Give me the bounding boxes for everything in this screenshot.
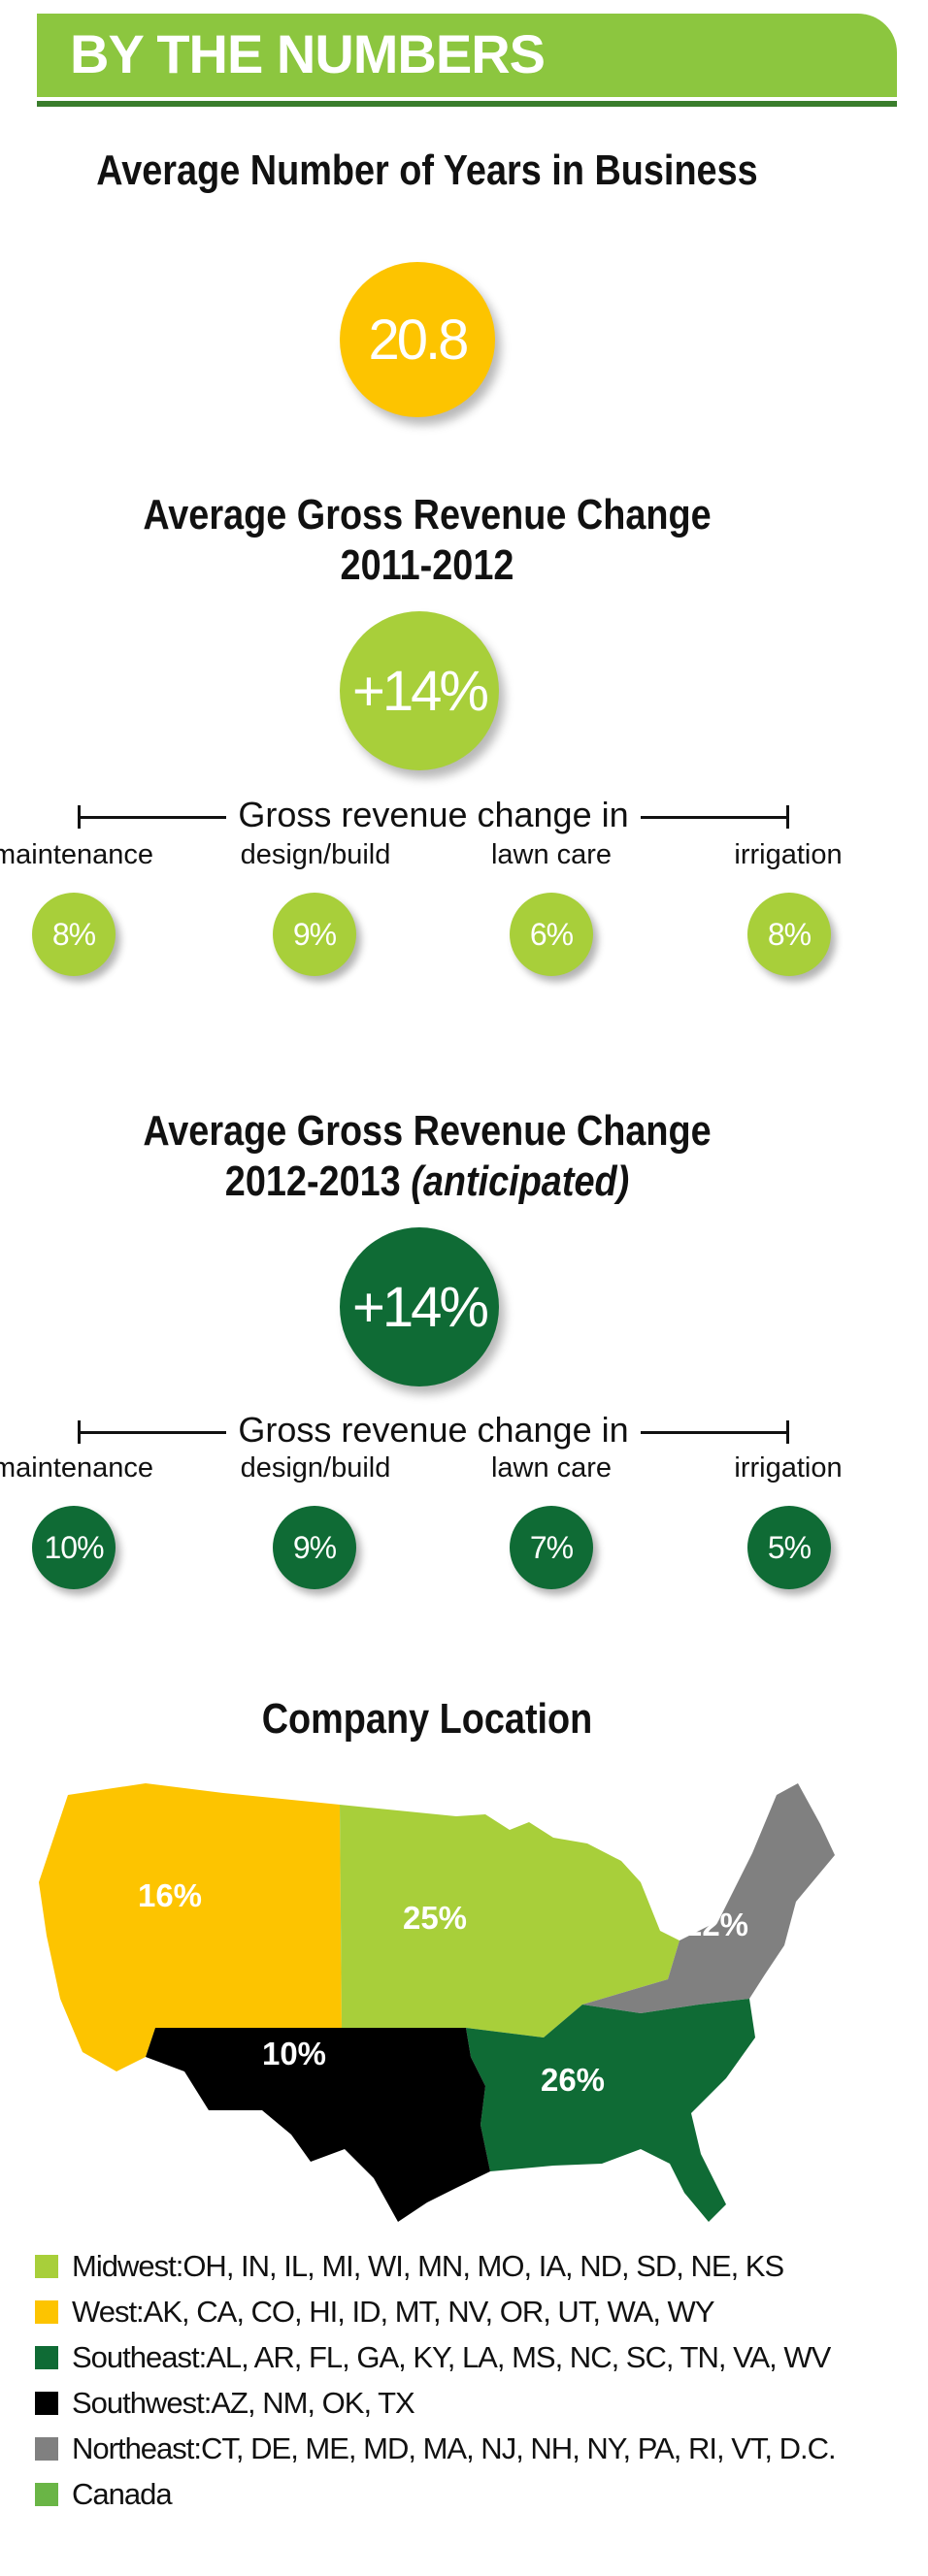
- bracket-cap-right: [786, 1420, 789, 1444]
- rev-2012-lawn-care-value: 7%: [529, 1529, 574, 1565]
- rev-2011-bracket: Gross revenue change in: [78, 795, 789, 834]
- years-value-circle: 20.8: [340, 262, 495, 417]
- rev-2011-value: +14%: [352, 659, 489, 723]
- region-west: [39, 1783, 342, 2071]
- rev-2011-title-line2: 2011-2012: [340, 541, 514, 589]
- legend-swatch: [35, 2254, 58, 2278]
- rev-2012-label-maintenance: maintenance: [0, 1452, 154, 1484]
- region-canada-label: 1%: [462, 1739, 509, 1775]
- rev-2012-label-irrigation: irrigation: [734, 1452, 843, 1484]
- legend-region-name: West:: [72, 2294, 145, 2329]
- rev-2012-design-build-circle: 9%: [273, 1506, 356, 1589]
- header-divider: [37, 101, 897, 107]
- years-value: 20.8: [368, 308, 470, 372]
- rev-2012-title-years: 2012-2013: [224, 1158, 412, 1205]
- region-northeast-label: 22%: [684, 1907, 748, 1942]
- region-southeast-label: 26%: [541, 2062, 605, 2098]
- rev-2012-maintenance-value: 10%: [44, 1529, 104, 1565]
- legend-swatch: [35, 2436, 58, 2461]
- legend-item-midwest: Midwest: OH, IN, IL, MI, WI, MN, MO, IA,…: [35, 2243, 836, 2289]
- rev-2012-design-build-value: 9%: [292, 1529, 337, 1565]
- rev-2011-irrigation-circle: 8%: [747, 893, 831, 976]
- rev-2011-bracket-label-wrap: Gross revenue change in: [78, 795, 789, 834]
- rev-2012-bracket-label: Gross revenue change in: [226, 1410, 641, 1450]
- rev-2011-design-build-value: 9%: [292, 916, 337, 952]
- legend-region-name: Northeast:: [72, 2430, 202, 2465]
- region-southwest: [146, 2028, 490, 2222]
- legend-region-name: Midwest:: [72, 2248, 183, 2283]
- region-southwest-label: 10%: [262, 2036, 326, 2071]
- legend-item-west: West: AK, CA, CO, HI, ID, MT, NV, OR, UT…: [35, 2289, 836, 2334]
- legend-item-northeast: Northeast: CT, DE, ME, MD, MA, NJ, NH, N…: [35, 2426, 837, 2471]
- legend-item-southwest: Southwest: AZ, NM, OK, TX: [35, 2380, 836, 2426]
- rev-2012-maintenance-circle: 10%: [32, 1506, 116, 1589]
- rev-2012-irrigation-circle: 5%: [747, 1506, 831, 1589]
- legend-states: AL, AR, FL, GA, KY, LA, MS, NC, SC, TN, …: [206, 2339, 831, 2374]
- rev-2011-maintenance-circle: 8%: [32, 893, 116, 976]
- legend-item-canada: Canada: [35, 2471, 836, 2517]
- page-title: BY THE NUMBERS: [70, 23, 546, 84]
- rev-2011-value-circle: +14%: [340, 611, 499, 770]
- legend-swatch: [35, 2345, 58, 2369]
- header-banner: [37, 14, 897, 97]
- legend-swatch: [35, 2391, 58, 2415]
- rev-2012-title-anticipated: (anticipated): [411, 1158, 630, 1205]
- legend-states: AZ, NM, OK, TX: [211, 2385, 414, 2420]
- rev-2012-title-line1: Average Gross Revenue Change: [143, 1107, 712, 1155]
- rev-2012-value: +14%: [352, 1275, 489, 1339]
- rev-2012-label-design-build: design/build: [240, 1452, 391, 1484]
- rev-2011-label-maintenance: maintenance: [0, 839, 154, 870]
- rev-2011-label-design-build: design/build: [240, 839, 391, 870]
- location-title: Company Location: [261, 1695, 593, 1743]
- rev-2011-label-irrigation: irrigation: [734, 839, 843, 870]
- region-west-label: 16%: [138, 1877, 202, 1913]
- rev-2011-title-line1: Average Gross Revenue Change: [143, 491, 712, 538]
- rev-2012-lawn-care-circle: 7%: [510, 1506, 593, 1589]
- rev-2011-design-build-circle: 9%: [273, 893, 356, 976]
- legend-region-name: Southwest:: [72, 2385, 212, 2420]
- legend-states: OH, IN, IL, MI, WI, MN, MO, IA, ND, SD, …: [182, 2248, 784, 2283]
- rev-2012-title: Average Gross Revenue Change 2012-2013 (…: [60, 1106, 795, 1207]
- region-northeast: [582, 1783, 835, 2013]
- rev-2012-label-lawn-care: lawn care: [490, 1452, 613, 1484]
- rev-2011-lawn-care-value: 6%: [529, 916, 574, 952]
- rev-2012-bracket-label-wrap: Gross revenue change in: [78, 1410, 789, 1450]
- region-legend: Midwest: OH, IN, IL, MI, WI, MN, MO, IA,…: [35, 2243, 837, 2517]
- years-title: Average Number of Years in Business: [96, 147, 758, 194]
- rev-2011-label-lawn-care: lawn care: [490, 839, 613, 870]
- bracket-cap-right: [786, 805, 789, 829]
- rev-2011-bracket-label: Gross revenue change in: [226, 795, 641, 834]
- rev-2011-lawn-care-circle: 6%: [510, 893, 593, 976]
- legend-region-name: Canada: [72, 2476, 173, 2511]
- legend-item-southeast: Southeast: AL, AR, FL, GA, KY, LA, MS, N…: [35, 2334, 836, 2380]
- rev-2011-irrigation-value: 8%: [767, 916, 812, 952]
- region-southeast: [466, 1999, 755, 2222]
- legend-states: CT, DE, ME, MD, MA, NJ, NH, NY, PA, RI, …: [201, 2430, 837, 2465]
- rev-2011-maintenance-value: 8%: [51, 916, 96, 952]
- region-midwest-label: 25%: [403, 1900, 467, 1936]
- rev-2012-title-line2: 2012-2013 (anticipated): [60, 1157, 795, 1207]
- legend-region-name: Southeast:: [72, 2339, 207, 2374]
- rev-2012-value-circle: +14%: [340, 1227, 499, 1386]
- us-region-map: 1% 16% 25% 22% 10% 26%: [39, 1739, 835, 2222]
- rev-2012-irrigation-value: 5%: [767, 1529, 812, 1565]
- rev-2012-bracket: Gross revenue change in: [78, 1410, 789, 1450]
- region-midwest: [340, 1805, 679, 2038]
- legend-states: AK, CA, CO, HI, ID, MT, NV, OR, UT, WA, …: [143, 2294, 715, 2329]
- legend-swatch: [35, 2299, 58, 2324]
- legend-swatch: [35, 2482, 58, 2506]
- rev-2011-title: Average Gross Revenue Change 2011-2012: [60, 490, 795, 591]
